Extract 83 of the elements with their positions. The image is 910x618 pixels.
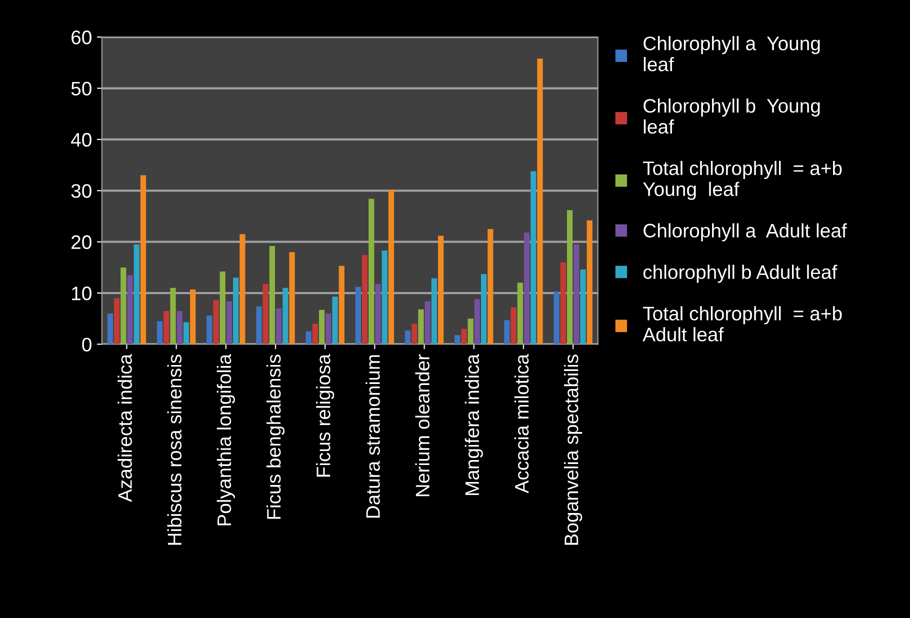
x-tick-label: Polyanthia longifolia bbox=[216, 354, 235, 526]
bar bbox=[127, 275, 133, 344]
bar bbox=[524, 232, 530, 344]
bar bbox=[412, 324, 418, 344]
x-tick-label: Boganvelia spectabilis bbox=[564, 354, 582, 545]
y-tick-label: 40 bbox=[71, 132, 92, 147]
bar bbox=[474, 299, 480, 344]
bar bbox=[338, 266, 344, 344]
bar bbox=[183, 322, 190, 344]
bar bbox=[312, 324, 318, 344]
bar bbox=[332, 296, 338, 344]
bar bbox=[388, 190, 394, 344]
bar bbox=[566, 210, 573, 344]
bar bbox=[510, 307, 516, 344]
bar bbox=[517, 282, 523, 344]
bar bbox=[107, 314, 113, 344]
bar bbox=[454, 335, 460, 344]
bar bbox=[530, 171, 536, 344]
bar bbox=[256, 306, 262, 344]
bar bbox=[164, 310, 170, 344]
x-tick-label: Datura stramonium bbox=[366, 355, 380, 518]
y-tick-label: 10 bbox=[72, 286, 92, 300]
bar bbox=[431, 278, 438, 344]
bar bbox=[226, 301, 232, 344]
bar bbox=[213, 300, 219, 344]
y-tick-label: 50 bbox=[71, 82, 92, 96]
bar bbox=[554, 292, 560, 344]
legend-label: Chlorophyll b Young leaf bbox=[644, 98, 820, 134]
x-tick-label: Ficus religiosa bbox=[316, 354, 334, 477]
legend-label: chlorophyll b Adult leaf bbox=[643, 264, 838, 283]
bar bbox=[461, 328, 467, 344]
bar bbox=[282, 288, 288, 344]
bar bbox=[170, 288, 176, 344]
x-tick-label: Azadirecta indica bbox=[118, 354, 132, 502]
bar bbox=[355, 286, 361, 344]
bar bbox=[156, 321, 163, 344]
bar bbox=[382, 250, 388, 344]
bar bbox=[424, 301, 430, 344]
bar bbox=[140, 175, 146, 344]
bar bbox=[206, 316, 212, 344]
bar bbox=[289, 252, 295, 344]
bar bbox=[306, 331, 312, 344]
bar bbox=[134, 244, 140, 344]
bar bbox=[190, 289, 196, 344]
bar bbox=[269, 246, 276, 344]
bar bbox=[368, 198, 374, 344]
bar bbox=[220, 272, 226, 344]
legend-label: Chlorophyll a Young leaf bbox=[644, 36, 820, 72]
bar bbox=[574, 244, 580, 344]
legend-label: Total chlorophyll = a+b Young leaf bbox=[643, 160, 842, 200]
bar bbox=[375, 284, 381, 344]
bar bbox=[504, 320, 510, 344]
x-tick-label: Hibiscus rosa sinensis bbox=[167, 354, 182, 545]
bar bbox=[120, 267, 126, 344]
bar bbox=[438, 236, 444, 344]
y-tick-label: 30 bbox=[71, 184, 92, 198]
bar bbox=[176, 310, 182, 344]
bar bbox=[318, 310, 325, 344]
bar bbox=[560, 262, 566, 344]
legend-label: Total chlorophyll = a+b Adult leaf bbox=[642, 306, 842, 342]
y-tick-label: 0 bbox=[82, 338, 92, 352]
bar bbox=[326, 314, 332, 344]
x-tick-label: Ficus benghalensis bbox=[266, 354, 285, 519]
bar bbox=[404, 330, 411, 344]
y-tick-label: 60 bbox=[72, 30, 92, 44]
legend-label: Chlorophyll a Adult leaf bbox=[644, 223, 847, 242]
bar bbox=[276, 308, 282, 344]
bar bbox=[233, 278, 239, 344]
bar bbox=[240, 234, 246, 344]
x-tick-label: Nerium oleander bbox=[415, 354, 430, 496]
bar bbox=[580, 269, 586, 344]
x-tick-label: Accacia milotica bbox=[514, 354, 529, 494]
bar bbox=[537, 58, 543, 344]
bar bbox=[114, 298, 120, 344]
x-tick-label: Mangifera indica bbox=[464, 354, 483, 496]
bar bbox=[488, 229, 494, 344]
bar bbox=[468, 318, 474, 344]
y-tick-label: 20 bbox=[72, 235, 92, 250]
bar bbox=[480, 274, 487, 344]
bar bbox=[262, 284, 268, 344]
bar bbox=[418, 309, 424, 344]
bar bbox=[362, 255, 368, 344]
bar bbox=[586, 220, 592, 344]
